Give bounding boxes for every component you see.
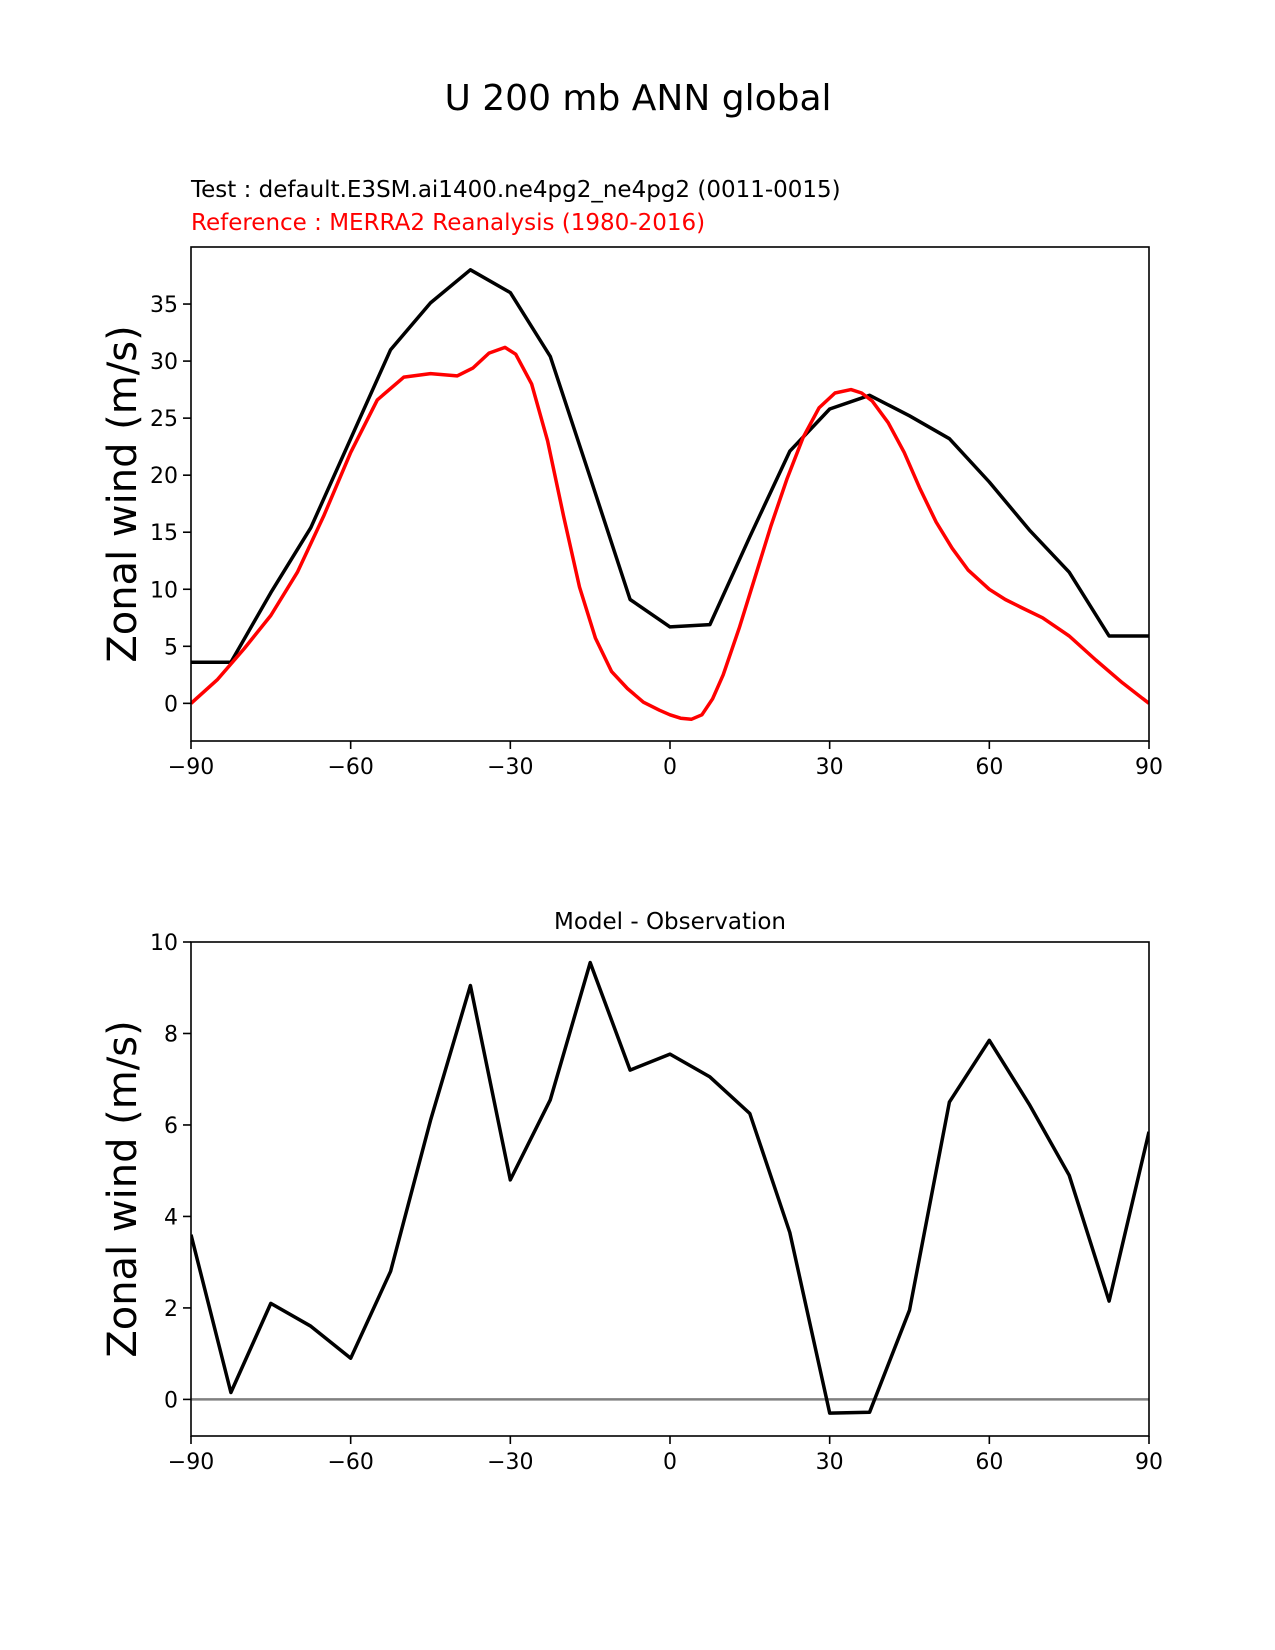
y-tick-label: 30 <box>150 350 178 375</box>
figure-title: U 200 mb ANN global <box>444 78 831 119</box>
series-line-model-observation <box>191 960 1149 1415</box>
y-tick-label: 6 <box>164 1114 178 1139</box>
x-tick-label: 0 <box>663 1450 677 1475</box>
x-tick-label: −30 <box>487 755 533 780</box>
y-tick-label: 8 <box>164 1022 178 1047</box>
x-tick-label: 30 <box>816 1450 844 1475</box>
y-tick-label: 5 <box>164 635 178 660</box>
reference-dataset-label: Reference : MERRA2 Reanalysis (1980-2016… <box>191 210 705 236</box>
series-line-reference <box>191 345 1149 722</box>
x-tick-label: −90 <box>168 1450 214 1475</box>
y-tick-label: 25 <box>150 407 178 432</box>
y-tick-label: 0 <box>164 692 178 717</box>
y-tick-label: 2 <box>164 1297 178 1322</box>
x-tick-label: 60 <box>975 755 1003 780</box>
upper-panel-line-chart: Test : default.E3SM.ai1400.ne4pg2_ne4pg2… <box>100 177 1163 780</box>
y-tick-label: 10 <box>150 578 178 603</box>
x-tick-label: −60 <box>327 755 373 780</box>
y-tick-label: 0 <box>164 1388 178 1413</box>
panel-title: Model - Observation <box>554 909 786 935</box>
y-axis-label: Zonal wind (m/s) <box>100 325 146 662</box>
x-tick-label: 90 <box>1135 1450 1163 1475</box>
x-tick-label: 0 <box>663 755 677 780</box>
x-tick-label: 30 <box>816 755 844 780</box>
series-line-test <box>191 268 1149 665</box>
x-tick-label: −60 <box>327 1450 373 1475</box>
x-tick-label: 60 <box>975 1450 1003 1475</box>
y-axis-label: Zonal wind (m/s) <box>100 1020 146 1357</box>
x-tick-label: 90 <box>1135 755 1163 780</box>
y-tick-label: 4 <box>164 1205 178 1230</box>
y-tick-label: 20 <box>150 464 178 489</box>
test-dataset-label: Test : default.E3SM.ai1400.ne4pg2_ne4pg2… <box>190 177 841 203</box>
y-tick-label: 35 <box>150 293 178 318</box>
lower-panel-difference-chart: Model - Observation −90 −60 −30 0 30 60 90 0 2 4 6 8… <box>100 909 1163 1475</box>
x-tick-label: −30 <box>487 1450 533 1475</box>
y-tick-label: 15 <box>150 521 178 546</box>
x-tick-label: −90 <box>168 755 214 780</box>
y-tick-label: 10 <box>150 931 178 956</box>
